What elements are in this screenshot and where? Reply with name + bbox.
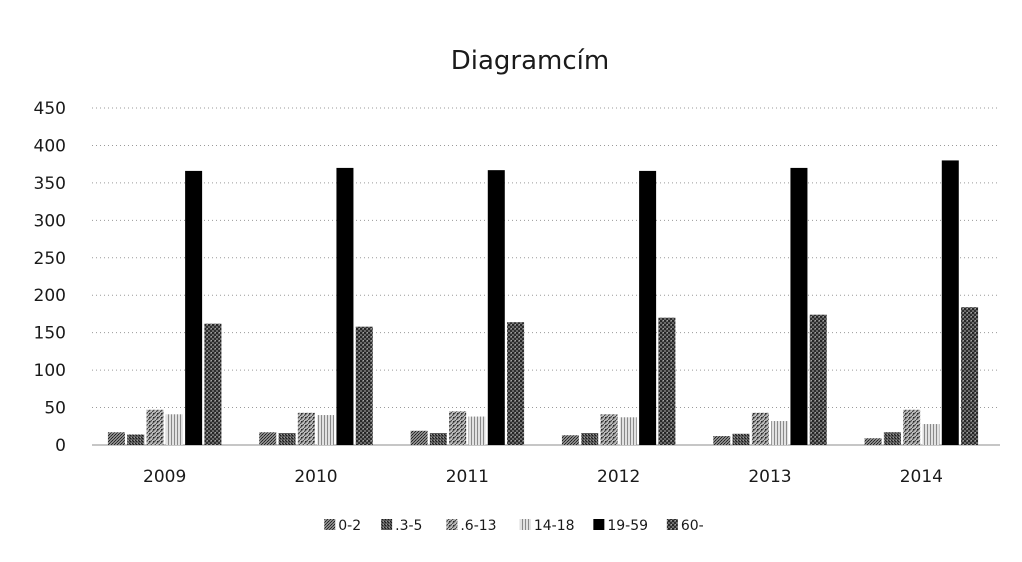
legend-label: 0-2 <box>338 518 361 534</box>
x-tick-label: 2009 <box>143 467 186 487</box>
y-tick-label: 450 <box>34 99 66 119</box>
bar-2010-19-59 <box>336 167 354 445</box>
bar-2009-19-59 <box>185 170 203 445</box>
legend-label: 14-18 <box>534 518 575 534</box>
legend-label: 19-59 <box>607 518 648 534</box>
bar-2011-60- <box>507 322 525 445</box>
bar-2012-6-13 <box>600 414 618 445</box>
legend-swatch <box>446 519 458 530</box>
y-tick-label: 100 <box>34 361 66 381</box>
legend-label: .6-13 <box>460 518 496 534</box>
bar-2009-60- <box>204 323 222 445</box>
chart-title: Diagramcím <box>451 46 609 76</box>
bar-2013-60- <box>809 314 827 445</box>
bar-2013-6-13 <box>751 412 769 445</box>
bar-2014-3-5 <box>883 432 901 445</box>
legend-label: 60- <box>681 518 704 534</box>
y-tick-label: 350 <box>34 174 66 194</box>
bar-2011-6-13 <box>449 411 467 445</box>
bar-2013-19-59 <box>790 167 808 445</box>
bar-2010-0-2 <box>259 432 277 445</box>
bar-2014-19-59 <box>941 160 959 445</box>
legend-swatch <box>324 519 336 530</box>
legend-label: .3-5 <box>395 518 422 534</box>
y-axis-tick-labels: 0 50 100 150 200 250 300 350 400 450 <box>34 99 66 456</box>
x-axis-tick-labels: 2009 2010 2011 2012 2013 2014 <box>143 467 943 487</box>
bars <box>107 160 979 445</box>
y-tick-label: 400 <box>34 136 66 156</box>
y-tick-label: 200 <box>34 286 66 306</box>
legend-swatch <box>666 519 678 530</box>
x-tick-label: 2011 <box>446 467 489 487</box>
bar-2012-3-5 <box>581 433 599 445</box>
y-tick-label: 250 <box>34 249 66 269</box>
bar-2010-14-18 <box>317 415 335 445</box>
bar-2011-3-5 <box>429 433 447 445</box>
bar-2014-14-18 <box>922 424 940 445</box>
bar-2012-60- <box>658 317 676 445</box>
bar-2011-0-2 <box>410 430 428 445</box>
bar-2012-0-2 <box>561 435 579 445</box>
y-tick-label: 0 <box>55 436 66 456</box>
bar-2012-14-18 <box>619 417 637 445</box>
bar-2010-6-13 <box>297 412 315 445</box>
bar-2014-6-13 <box>903 409 921 445</box>
bar-2013-0-2 <box>713 436 731 445</box>
bar-2009-0-2 <box>107 432 125 445</box>
bar-2010-60- <box>355 326 373 445</box>
bar-2009-6-13 <box>146 409 164 445</box>
x-tick-label: 2012 <box>597 467 640 487</box>
bar-2011-19-59 <box>487 170 505 445</box>
bar-2013-14-18 <box>771 421 789 445</box>
bar-2009-3-5 <box>127 434 145 445</box>
legend-swatch <box>593 519 605 530</box>
x-tick-label: 2013 <box>748 467 791 487</box>
bar-2014-60- <box>961 307 979 445</box>
gridlines <box>92 107 1000 446</box>
legend: 0-2 .3-5 .6-13 14-18 19-59 60- <box>324 518 704 534</box>
bar-2009-14-18 <box>165 414 183 445</box>
bar-2010-3-5 <box>278 433 296 445</box>
bar-2011-14-18 <box>468 416 486 445</box>
x-tick-label: 2014 <box>900 467 943 487</box>
bar-2014-0-2 <box>864 438 882 445</box>
y-tick-label: 300 <box>34 211 66 231</box>
bar-2012-19-59 <box>639 170 657 445</box>
y-tick-label: 150 <box>34 324 66 344</box>
y-tick-label: 50 <box>44 399 66 419</box>
legend-swatch <box>519 519 531 530</box>
bar-2013-3-5 <box>732 433 750 445</box>
legend-swatch <box>381 519 393 530</box>
x-tick-label: 2010 <box>294 467 337 487</box>
